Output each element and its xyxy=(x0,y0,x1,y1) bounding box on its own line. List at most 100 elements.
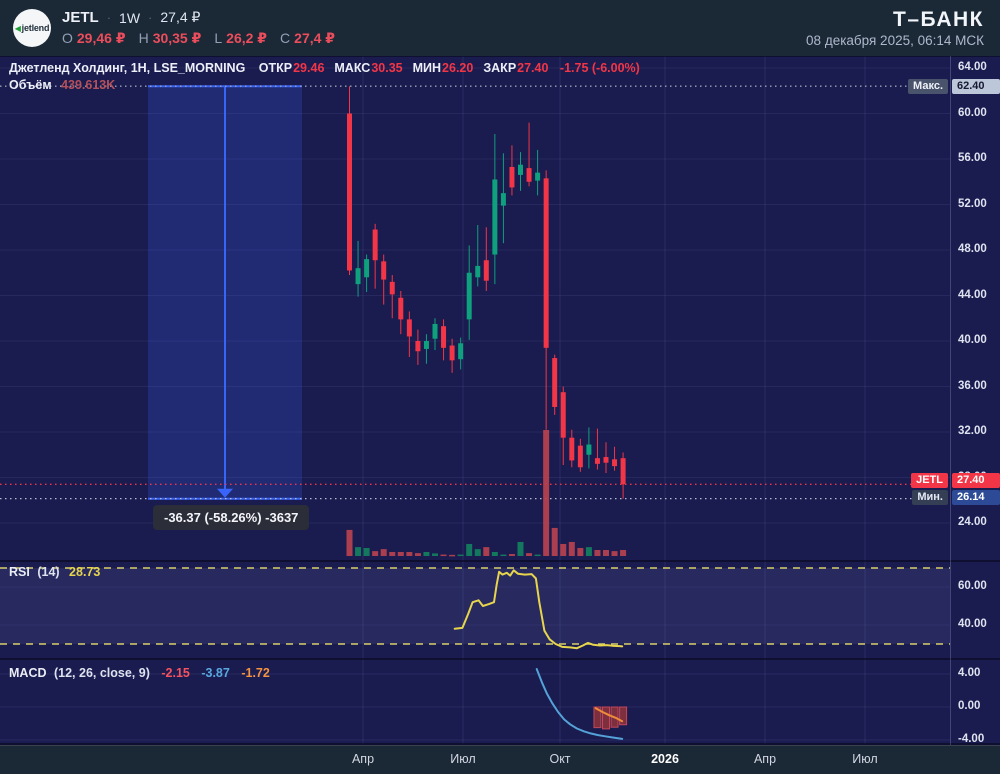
price-axis[interactable]: 64.00 60.00 56.00 52.00 48.00 44.00 40.00 36.00… xyxy=(950,56,1000,745)
macd-tick-label: 4.00 xyxy=(958,667,981,679)
volume-bar xyxy=(406,551,413,556)
volume-value: 439.613K xyxy=(61,78,116,92)
volume-bar xyxy=(466,543,473,556)
legend-title[interactable]: Джетленд Холдинг, 1Н, LSE_MORNING xyxy=(9,61,246,75)
volume-bar xyxy=(389,551,396,556)
legend-change: -1.75 (-6.00%) xyxy=(559,61,640,75)
candle-body[interactable] xyxy=(500,193,506,206)
candle-body[interactable] xyxy=(364,259,370,278)
volume-bar xyxy=(380,549,387,556)
candle-body[interactable] xyxy=(449,345,455,361)
volume-bar xyxy=(440,554,447,557)
volume-legend: Объём 439.613K xyxy=(9,78,115,92)
volume-bar xyxy=(568,541,575,556)
rsi-legend[interactable]: RSI (14) 28.73 xyxy=(9,565,100,579)
timeframe[interactable]: 1W xyxy=(119,9,141,26)
ohlc-letter: H xyxy=(138,30,149,46)
candle-body[interactable] xyxy=(466,272,472,320)
candle-body[interactable] xyxy=(620,458,626,485)
macd-signal-line xyxy=(594,707,624,723)
ohlc-value: 27,4 ₽ xyxy=(294,30,336,46)
candle-body[interactable] xyxy=(518,164,523,175)
last-price-ticker-label: JETL xyxy=(911,473,948,488)
min-level-label: Мин. xyxy=(912,489,948,505)
candle-body[interactable] xyxy=(372,229,378,261)
time-axis[interactable]: Апр Июл Окт 2026 Апр Июл xyxy=(0,745,1000,774)
volume-bar xyxy=(526,553,533,556)
time-label-month[interactable]: Июл xyxy=(852,752,878,766)
ticker-line: JETL · 1W · 27,4 ₽ xyxy=(62,9,200,26)
candle-body[interactable] xyxy=(458,343,464,360)
volume-bar xyxy=(432,553,438,556)
candle-body[interactable] xyxy=(483,260,489,281)
macd-tick-label: -4.00 xyxy=(958,733,985,745)
time-label-month[interactable]: Окт xyxy=(549,752,571,766)
candle-body[interactable] xyxy=(509,166,515,188)
time-label-month[interactable]: Апр xyxy=(753,752,777,766)
rsi-tick-label: 40.00 xyxy=(958,618,987,630)
candle-body[interactable] xyxy=(586,444,592,455)
time-label-year[interactable]: 2026 xyxy=(651,752,679,766)
volume-bar xyxy=(346,529,353,556)
candle-body[interactable] xyxy=(535,172,541,181)
candle-body[interactable] xyxy=(347,113,352,271)
jetlend-logo-arrow-icon: ◀ xyxy=(14,24,21,33)
macd-signal-value: -1.72 xyxy=(241,666,270,680)
candle-body[interactable] xyxy=(355,268,361,285)
legend-item-value: 30.35 xyxy=(371,61,403,75)
candle-body[interactable] xyxy=(560,392,566,438)
candle-body[interactable] xyxy=(406,319,412,337)
volume-bar xyxy=(534,554,541,557)
ohlc-item: O 29,46 ₽ xyxy=(62,30,126,47)
ticker-symbol[interactable]: JETL xyxy=(62,9,99,26)
ohlc-letter: L xyxy=(214,30,223,46)
volume-bar xyxy=(414,553,421,556)
volume-bar xyxy=(355,547,362,556)
candle-body[interactable] xyxy=(612,459,618,467)
jetlend-logo-text: jetlend xyxy=(21,23,50,33)
chart-legend[interactable]: Джетленд Холдинг, 1Н, LSE_MORNING ОТКР29… xyxy=(9,61,640,75)
price-tick-label: 48.00 xyxy=(958,243,987,255)
max-level-label: Макс. xyxy=(908,79,948,94)
volume-bar xyxy=(508,553,515,556)
legend-item-label: ОТКР xyxy=(258,61,293,75)
volume-bar xyxy=(577,547,584,556)
candle-body[interactable] xyxy=(398,297,404,320)
candle-body[interactable] xyxy=(389,281,395,295)
candle-body[interactable] xyxy=(423,341,429,349)
max-level-value: 62.40 xyxy=(952,79,1000,94)
candle-body[interactable] xyxy=(543,178,549,348)
time-label-month[interactable]: Июл xyxy=(450,752,476,766)
volume-bar xyxy=(372,551,379,556)
candle-body[interactable] xyxy=(569,437,575,461)
candle-body[interactable] xyxy=(603,457,609,463)
candle-body[interactable] xyxy=(415,341,421,352)
price-tick-label: 56.00 xyxy=(958,152,987,164)
macd-label[interactable]: MACD xyxy=(9,666,47,680)
macd-params: (12, 26, close, 9) xyxy=(53,666,150,680)
rsi-value: 28.73 xyxy=(69,565,101,579)
legend-item-value: 27.40 xyxy=(517,61,549,75)
candle-body[interactable] xyxy=(475,265,481,278)
candle-body[interactable] xyxy=(526,168,532,182)
legend-ohlc-items: ОТКР29.46 МАКС30.35 МИН26.20 ЗАКР27.40 xyxy=(249,61,549,75)
candle-body[interactable] xyxy=(381,261,387,280)
macd-hist-value: -2.15 xyxy=(161,666,190,680)
rsi-label[interactable]: RSI xyxy=(9,565,30,579)
time-label-month[interactable]: Апр xyxy=(351,752,375,766)
candle-body[interactable] xyxy=(594,458,600,464)
separator-dot: · xyxy=(148,10,153,25)
macd-legend[interactable]: MACD (12, 26, close, 9) -2.15 -3.87 -1.7… xyxy=(9,666,270,680)
candle-body[interactable] xyxy=(577,445,583,468)
volume-bar xyxy=(585,547,592,556)
price-tick-label: 60.00 xyxy=(958,106,987,119)
jetlend-logo[interactable]: ◀jetlend xyxy=(13,9,51,47)
candle-body[interactable] xyxy=(552,358,558,407)
macd-histogram-bar xyxy=(593,706,602,729)
volume-bar xyxy=(449,554,456,557)
candle-body[interactable] xyxy=(492,179,498,255)
candle-body[interactable] xyxy=(441,326,447,348)
candle-body[interactable] xyxy=(432,323,438,339)
